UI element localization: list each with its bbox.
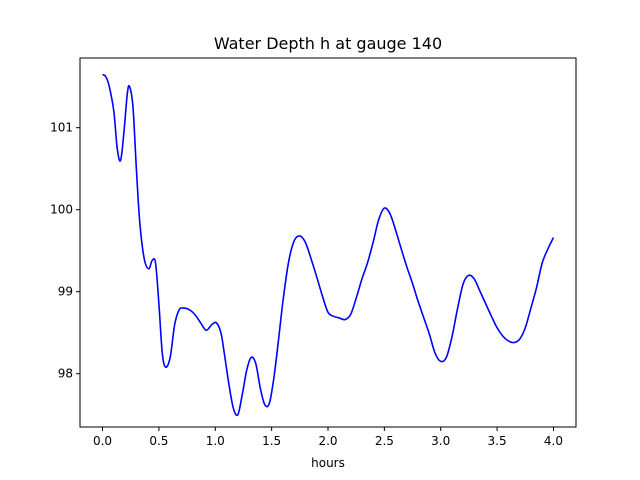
x-tick-label: 1.5 [262,434,281,448]
x-tick-label: 4.0 [544,434,563,448]
y-tick-label: 99 [58,285,73,299]
x-tick-label: 2.0 [318,434,337,448]
x-tick-label: 1.0 [206,434,225,448]
x-tick-label: 2.5 [375,434,394,448]
axes-frame [79,57,577,428]
chart-title: Water Depth h at gauge 140 [214,34,442,53]
x-tick-label: 0.0 [93,434,112,448]
plot-area [102,73,555,417]
y-tick-label: 98 [58,367,73,381]
series-line [102,73,555,417]
x-tick-label: 0.5 [149,434,168,448]
y-tick-label: 100 [50,203,73,217]
x-axis-label: hours [311,456,345,470]
x-tick-label: 3.0 [431,434,450,448]
x-axis-ticks: 0.0 0.5 1.0 1.5 2.0 2.5 3.0 3.5 4.0 [93,427,563,448]
y-tick-label: 101 [50,121,73,135]
y-axis-ticks: 98 99 100 101 [50,121,80,381]
x-tick-label: 3.5 [488,434,507,448]
